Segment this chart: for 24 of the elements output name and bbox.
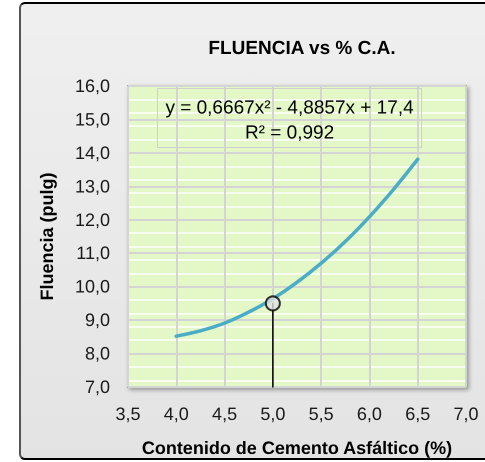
- x-tick-label: 6,5: [405, 404, 430, 424]
- x-tick-label: 5,0: [260, 404, 286, 424]
- y-tick-label: 16,0: [74, 76, 110, 96]
- y-tick-label: 10,0: [74, 276, 110, 297]
- x-tick-label: 4,0: [164, 404, 189, 424]
- y-tick-label: 7,0: [84, 377, 110, 397]
- y-tick-label: 14,0: [74, 142, 110, 163]
- x-tick-label: 3,5: [115, 404, 141, 424]
- x-axis-title: Contenido de Cemento Asfáltico (%): [142, 438, 452, 458]
- annotation: R² = 0,992: [244, 122, 334, 144]
- line-series: [174, 157, 420, 338]
- y-tick-label: 12,0: [74, 210, 110, 230]
- y-tick-label: 13,0: [74, 176, 110, 196]
- y-tick-label: 11,0: [76, 243, 110, 264]
- y-tick-label: 15,0: [74, 109, 110, 130]
- x-tick-label: 7,0: [453, 404, 479, 424]
- x-tick-label: 5,5: [308, 404, 334, 424]
- chart-title: FLUENCIA vs % C.A.: [208, 38, 396, 59]
- y-tick-label: 8,0: [84, 344, 110, 364]
- x-tick-label: 6,0: [356, 404, 382, 424]
- y-tick-label: 9,0: [84, 310, 110, 330]
- y-axis-title: Fluencia (pulg): [37, 172, 57, 300]
- x-tick-label: 4,5: [212, 404, 238, 424]
- annotation: y = 0,6667x² - 4,8857x + 17,4: [165, 98, 414, 118]
